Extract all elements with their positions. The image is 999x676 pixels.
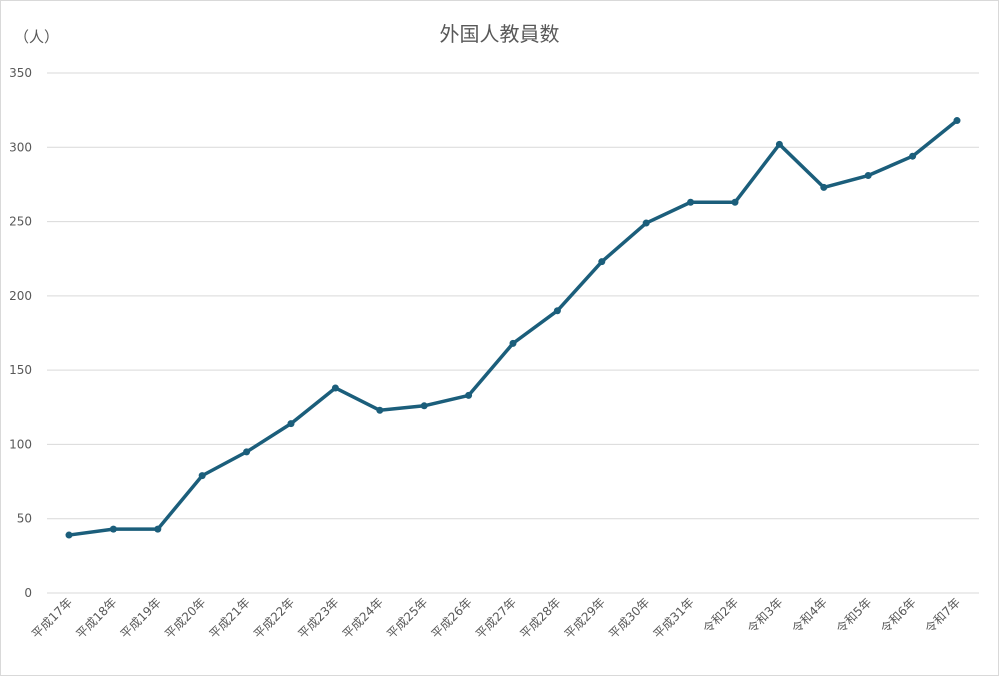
x-tick-label: 令和3年 <box>744 595 785 636</box>
data-point <box>642 219 650 227</box>
y-tick-label: 300 <box>9 140 32 154</box>
y-tick-label: 100 <box>9 437 32 451</box>
x-tick-label: 平成20年 <box>162 595 208 641</box>
x-tick-label: 平成31年 <box>651 595 697 641</box>
x-tick-label: 平成24年 <box>340 595 386 641</box>
x-tick-label: 平成28年 <box>517 595 563 641</box>
data-point <box>376 406 384 414</box>
x-tick-label: 令和5年 <box>833 595 874 636</box>
y-tick-label: 0 <box>24 586 32 600</box>
x-tick-label: 令和7年 <box>922 595 963 636</box>
y-tick-label: 50 <box>17 512 32 526</box>
data-point <box>420 402 428 410</box>
data-point <box>953 117 961 125</box>
data-point <box>864 172 872 180</box>
data-point <box>198 472 206 480</box>
data-point <box>154 525 162 533</box>
data-point <box>65 531 73 539</box>
x-tick-label: 平成23年 <box>295 595 341 641</box>
y-tick-label: 250 <box>9 215 32 229</box>
data-point <box>509 339 517 347</box>
x-tick-label: 令和4年 <box>788 595 829 636</box>
y-tick-label: 350 <box>9 66 32 80</box>
x-tick-label: 平成30年 <box>606 595 652 641</box>
data-point <box>287 420 295 428</box>
data-point <box>775 140 783 148</box>
data-point <box>553 307 561 315</box>
x-tick-label: 平成26年 <box>429 595 475 641</box>
data-point <box>598 258 606 266</box>
x-tick-label: 平成27年 <box>473 595 519 641</box>
x-tick-label: 令和6年 <box>877 595 918 636</box>
y-tick-label: 150 <box>9 363 32 377</box>
data-point <box>820 183 828 191</box>
x-tick-label: 平成29年 <box>562 595 608 641</box>
data-point <box>909 152 917 160</box>
x-tick-label: 平成17年 <box>29 595 75 641</box>
data-point <box>243 448 251 456</box>
data-point <box>731 198 739 206</box>
chart-title: 外国人教員数 <box>439 22 560 46</box>
data-point <box>331 384 339 392</box>
data-point <box>109 525 117 533</box>
x-tick-label: 平成22年 <box>251 595 297 641</box>
x-tick-label: 平成25年 <box>384 595 430 641</box>
data-point <box>465 391 473 399</box>
x-tick-label: 令和2年 <box>700 595 741 636</box>
x-tick-label: 平成19年 <box>118 595 164 641</box>
x-tick-label: 平成21年 <box>207 595 253 641</box>
data-point <box>687 198 695 206</box>
y-tick-label: 200 <box>9 289 32 303</box>
y-axis-unit-label: （人） <box>14 28 60 46</box>
x-tick-label: 平成18年 <box>73 595 119 641</box>
